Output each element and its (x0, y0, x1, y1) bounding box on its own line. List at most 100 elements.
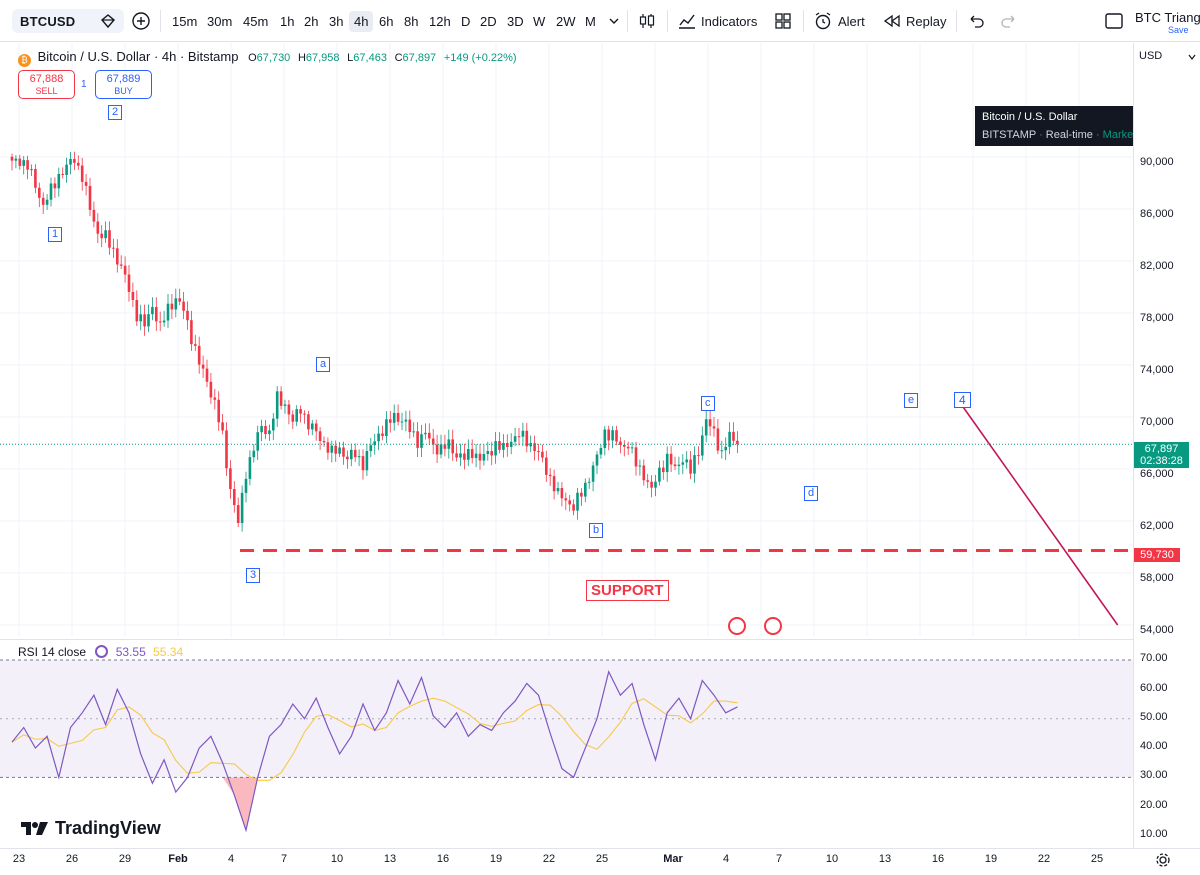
candle-body (342, 447, 345, 457)
alert-button[interactable]: Alert (838, 14, 865, 29)
popup-title: Bitcoin / U.S. Dollar (982, 111, 1078, 123)
rsi-oversold-fill (222, 777, 270, 831)
candle-body (299, 409, 302, 414)
low-value: 67,463 (353, 52, 387, 64)
wave-label-2[interactable]: 2 (108, 105, 123, 120)
timeframe-3d[interactable]: 3D (507, 14, 524, 29)
timeframe-2h[interactable]: 2h (304, 14, 319, 29)
replay-button[interactable]: Replay (906, 14, 947, 29)
wave-label-4[interactable]: 4 (954, 392, 971, 408)
currency-selector[interactable]: USD (1139, 50, 1163, 62)
rsi-legend[interactable]: RSI 14 close 53.55 55.34 (18, 645, 183, 659)
timeframe-15m[interactable]: 15m (172, 14, 198, 29)
wave-label-e[interactable]: e (904, 393, 919, 408)
timeframe-30m[interactable]: 30m (207, 14, 233, 29)
timeframe-4h[interactable]: 4h (349, 11, 374, 32)
time-label: 22 (1037, 853, 1051, 865)
buy-button[interactable]: 67,889 BUY (95, 70, 152, 99)
symbol-title[interactable]: Bitcoin / U.S. Dollar · 4h · Bitstamp (37, 49, 239, 64)
bar-countdown: 02:38:28 (1140, 455, 1183, 467)
candle-body (346, 456, 349, 460)
chevron-down-icon[interactable] (1187, 52, 1197, 62)
candle-body (116, 248, 119, 265)
chevron-down-icon[interactable] (604, 11, 624, 31)
wave-label-1[interactable]: 1 (48, 227, 63, 242)
timeframe-d[interactable]: D (461, 14, 471, 29)
support-price-tag: 59,730 (1134, 548, 1180, 562)
timeframe-8h[interactable]: 8h (404, 14, 419, 29)
redo-icon[interactable] (999, 11, 1019, 31)
wave-label-c[interactable]: c (701, 396, 715, 411)
candle-body (451, 439, 454, 454)
wave-label-a[interactable]: a (316, 357, 331, 372)
candle-body (439, 444, 443, 455)
time-label: 23 (12, 853, 26, 865)
candle-body (96, 221, 100, 234)
undo-icon[interactable] (966, 11, 986, 31)
candle-body (365, 450, 369, 471)
rsi-settings-icon[interactable] (95, 645, 109, 658)
buy-price: 67,889 (106, 73, 141, 85)
candle-body (478, 453, 482, 461)
timeframe-3h[interactable]: 3h (329, 14, 344, 29)
wave-label-3[interactable]: 3 (246, 568, 261, 583)
layout-name[interactable]: BTC Triangl (1135, 10, 1200, 25)
candle-body (135, 299, 139, 322)
replay-icon[interactable] (882, 11, 902, 31)
candle-body (190, 320, 193, 345)
candles-icon[interactable] (637, 11, 657, 31)
price-chart[interactable] (0, 43, 1133, 637)
tradingview-logo[interactable]: TradingView (20, 818, 161, 839)
indicators-icon[interactable] (677, 11, 697, 31)
timeframe-w[interactable]: W (533, 14, 546, 29)
candle-body (521, 430, 525, 437)
buy-label: BUY (114, 86, 133, 96)
candle-body (408, 419, 412, 433)
time-axis[interactable] (0, 848, 1200, 875)
timeframe-2d[interactable]: 2D (480, 14, 497, 29)
candle-body (431, 438, 435, 445)
candle-body (279, 391, 283, 406)
candle-body (334, 445, 337, 454)
candle-body (221, 422, 224, 431)
candle-body (467, 449, 470, 460)
rsi-pane[interactable] (0, 639, 1133, 848)
candle-body (498, 441, 501, 450)
candle-body (77, 162, 80, 166)
settings-gear-icon[interactable] (1155, 852, 1171, 868)
timeframe-m[interactable]: M (585, 14, 596, 29)
candle-body (525, 430, 529, 447)
candle-body (385, 419, 388, 437)
candle-body (712, 426, 716, 429)
candle-body (217, 399, 220, 423)
support-label[interactable]: SUPPORT (586, 580, 669, 601)
layouts-icon[interactable] (773, 11, 793, 31)
candle-body (728, 431, 731, 447)
timeframe-6h[interactable]: 6h (379, 14, 394, 29)
save-button[interactable]: Save (1168, 25, 1189, 35)
wave-label-b[interactable]: b (589, 523, 604, 538)
rsi-chart[interactable] (0, 640, 1133, 849)
candle-body (14, 158, 18, 161)
us-flag-event-icon[interactable] (728, 617, 746, 635)
symbol-search[interactable]: BTCUSD (12, 9, 124, 33)
sell-button[interactable]: 67,888 SELL (18, 70, 75, 99)
sell-label: SELL (35, 86, 58, 96)
alarm-clock-icon[interactable] (813, 11, 833, 31)
candle-body (275, 391, 279, 419)
timeframe-1h[interactable]: 1h (280, 14, 295, 29)
candle-body (428, 432, 431, 439)
add-symbol-icon[interactable] (131, 11, 151, 31)
timeframe-12h[interactable]: 12h (429, 14, 451, 29)
time-label: Mar (663, 853, 683, 865)
timeframe-45m[interactable]: 45m (243, 14, 269, 29)
main-chart-pane[interactable] (0, 43, 1133, 637)
wave-label-d[interactable]: d (804, 486, 819, 501)
us-flag-event-icon[interactable] (764, 617, 782, 635)
indicators-button[interactable]: Indicators (701, 14, 758, 29)
timeframe-2w[interactable]: 2W (556, 14, 576, 29)
time-label: 13 (878, 853, 892, 865)
candle-body (104, 230, 107, 239)
layout-icon[interactable] (1104, 11, 1124, 31)
candle-body (529, 443, 532, 447)
